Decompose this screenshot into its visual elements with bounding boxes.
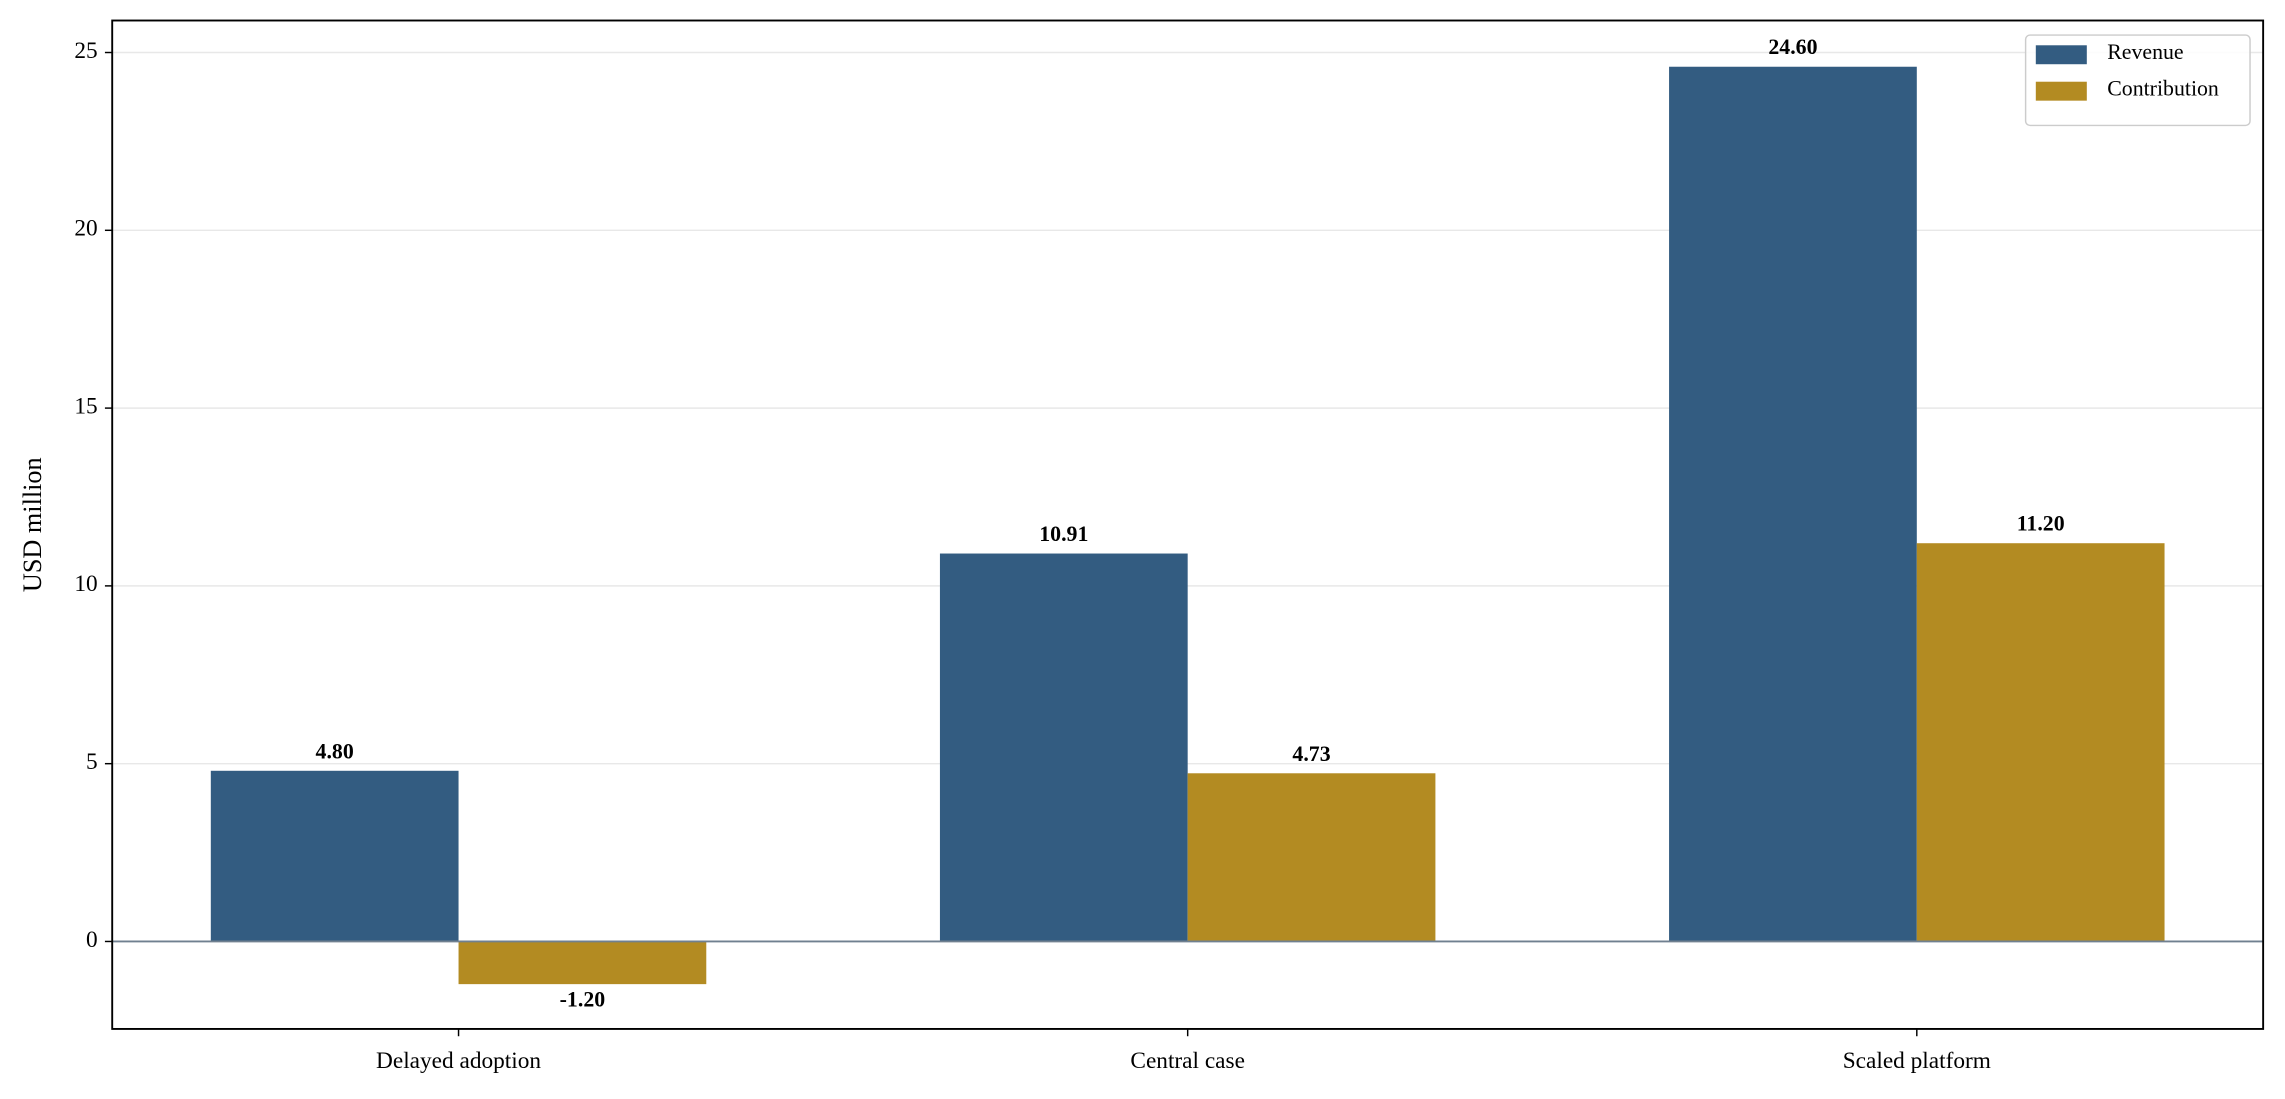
bar — [939, 553, 1188, 942]
y-tick-label: 5 — [86, 749, 98, 775]
y-tick-label: 25 — [74, 38, 97, 64]
bar — [1187, 773, 1436, 942]
y-axis-label: USD million — [18, 457, 47, 592]
legend-label: Contribution — [2107, 76, 2219, 100]
value-label: 4.80 — [316, 739, 354, 763]
bar — [458, 941, 707, 985]
value-label: 4.73 — [1292, 742, 1330, 766]
x-tick-label: Delayed adoption — [376, 1048, 541, 1074]
y-tick-label: 20 — [74, 216, 97, 242]
bar — [210, 770, 459, 942]
plot-frame — [111, 19, 2265, 1030]
legend-label: Revenue — [2107, 40, 2183, 64]
x-tick-label: Central case — [1130, 1048, 1244, 1074]
legend-swatch — [2035, 45, 2087, 65]
value-label: 11.20 — [2017, 512, 2065, 536]
value-label: 24.60 — [1768, 35, 1817, 59]
value-label: -1.20 — [560, 988, 606, 1012]
y-tick-label: 0 — [86, 927, 98, 953]
y-tick-label: 10 — [74, 571, 97, 597]
bar — [1669, 66, 1917, 942]
x-tick-label: Scaled platform — [1843, 1048, 1991, 1074]
value-label: 10.91 — [1039, 522, 1088, 546]
legend-swatch — [2035, 81, 2087, 101]
y-tick-label: 15 — [74, 393, 97, 419]
bar — [1916, 543, 2165, 942]
